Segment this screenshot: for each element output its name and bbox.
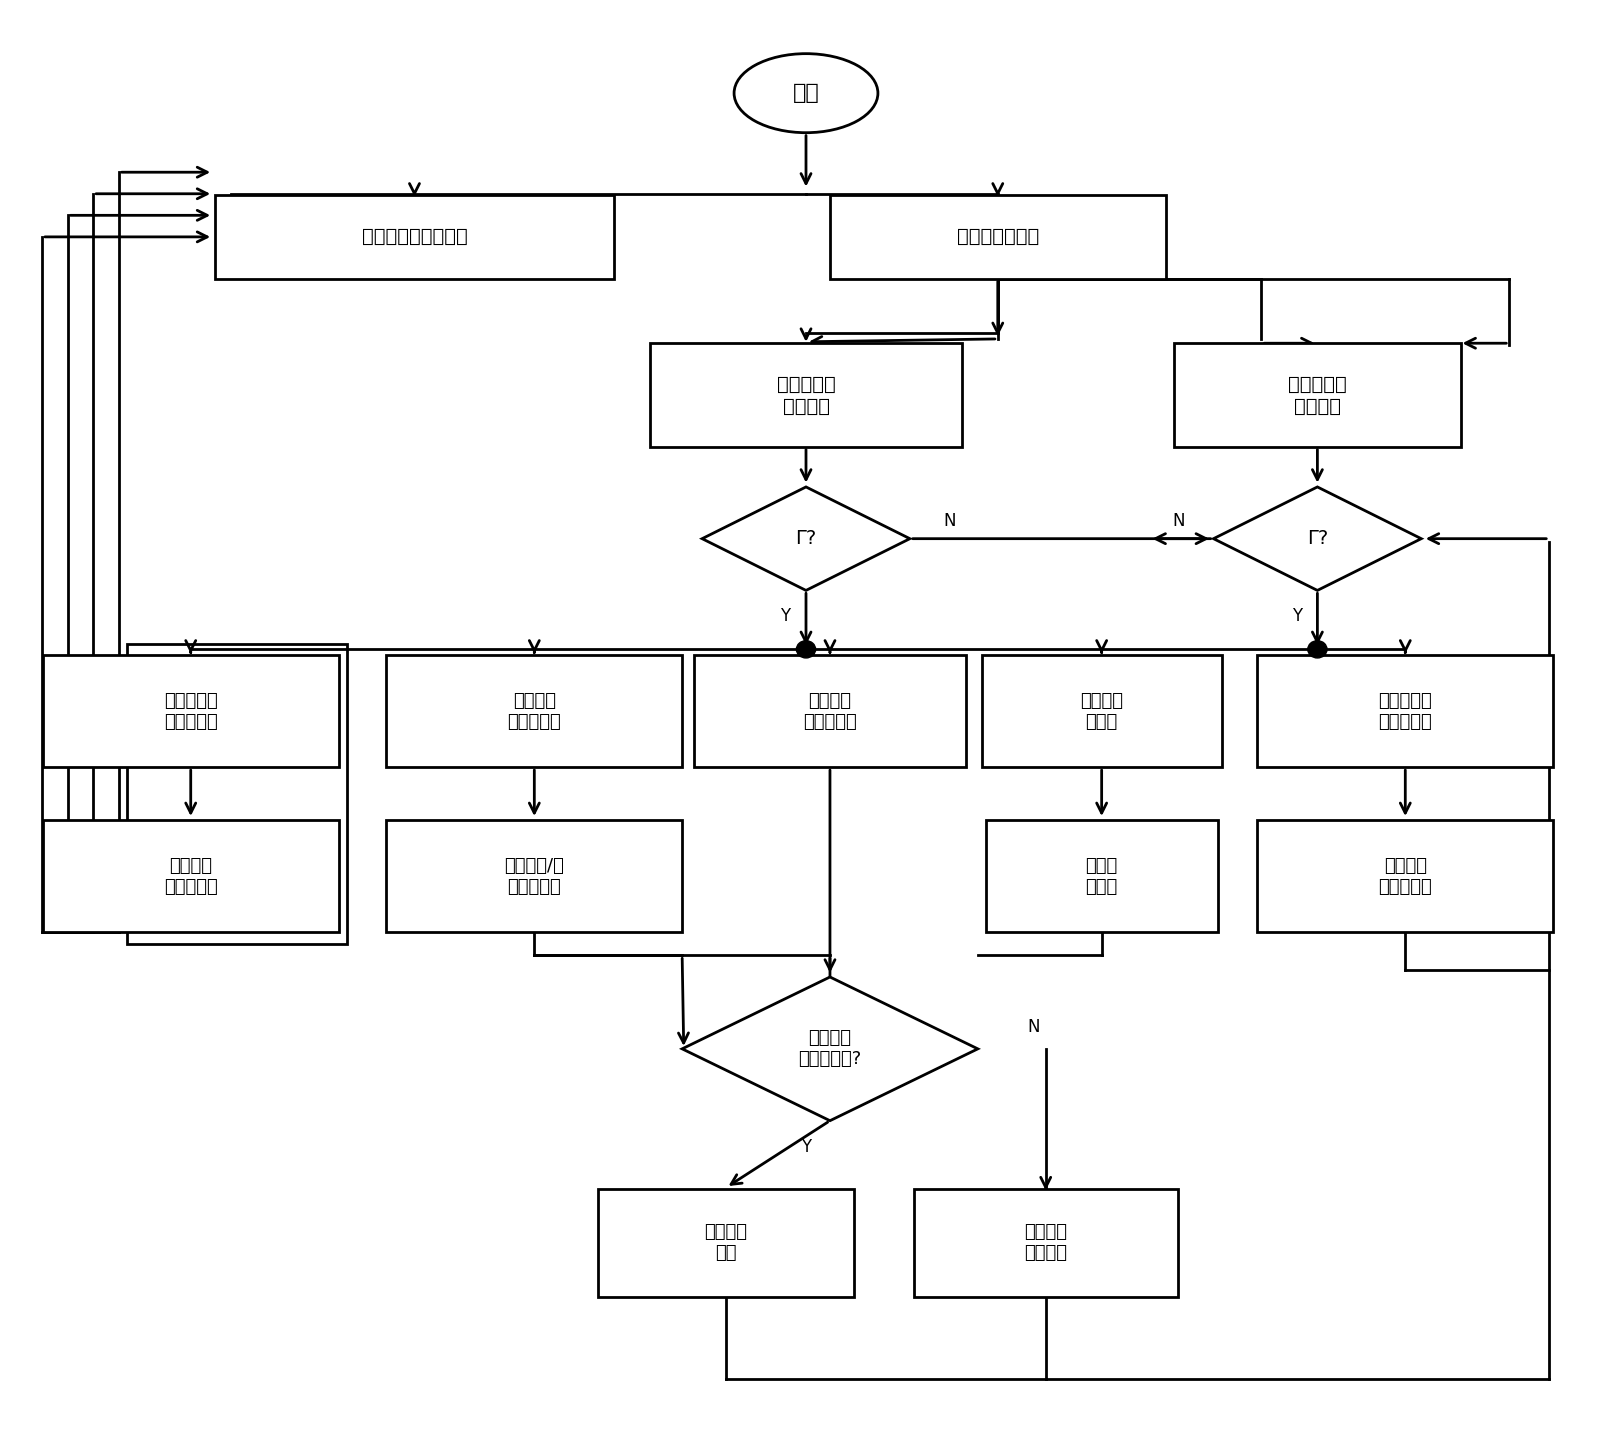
FancyBboxPatch shape [598, 1188, 854, 1297]
Text: Y: Y [780, 608, 790, 625]
Text: 启动行同步
信号发生器: 启动行同步 信号发生器 [1378, 692, 1431, 730]
FancyBboxPatch shape [650, 344, 962, 447]
Polygon shape [682, 977, 978, 1120]
FancyBboxPatch shape [214, 196, 614, 279]
Ellipse shape [733, 54, 879, 132]
FancyBboxPatch shape [44, 820, 339, 933]
Polygon shape [703, 488, 909, 591]
FancyBboxPatch shape [982, 654, 1222, 768]
FancyBboxPatch shape [987, 820, 1217, 933]
Text: 休眠状态
计时器归零?: 休眠状态 计时器归零? [798, 1029, 861, 1068]
FancyBboxPatch shape [1257, 654, 1552, 768]
Text: 产生同相/反
相有效信号: 产生同相/反 相有效信号 [505, 858, 564, 895]
Text: N: N [1027, 1019, 1040, 1036]
Text: 读入行同步
信号输入: 读入行同步 信号输入 [1288, 374, 1346, 415]
FancyBboxPatch shape [914, 1188, 1177, 1297]
Text: 产生休眠
信号: 产生休眠 信号 [704, 1223, 748, 1262]
Text: Y: Y [1291, 608, 1301, 625]
Text: 产生休眠
失效信号: 产生休眠 失效信号 [1024, 1223, 1067, 1262]
FancyBboxPatch shape [695, 654, 966, 768]
Text: 休眠状态计数器归零: 休眠状态计数器归零 [361, 228, 467, 247]
FancyBboxPatch shape [387, 654, 682, 768]
Text: N: N [943, 512, 956, 531]
FancyBboxPatch shape [387, 820, 682, 933]
Text: 读入场同步
信号输入: 读入场同步 信号输入 [777, 374, 835, 415]
Text: 启动时钟
发生器: 启动时钟 发生器 [1080, 692, 1124, 730]
FancyBboxPatch shape [1174, 344, 1460, 447]
FancyBboxPatch shape [44, 654, 339, 768]
Text: 开始: 开始 [793, 83, 819, 103]
Text: 产生时
钟信号: 产生时 钟信号 [1085, 858, 1117, 895]
Text: 休眠状态
计数器赋值: 休眠状态 计数器赋值 [803, 692, 858, 730]
Text: 启动场同步
信号发生器: 启动场同步 信号发生器 [164, 692, 218, 730]
Text: Y: Y [801, 1138, 811, 1155]
Text: 产生一次
行同步脉冲: 产生一次 行同步脉冲 [1378, 858, 1431, 895]
Text: Γ?: Γ? [795, 530, 817, 548]
FancyBboxPatch shape [830, 196, 1165, 279]
Polygon shape [1214, 488, 1422, 591]
Text: 启动运放
状态控制器: 启动运放 状态控制器 [508, 692, 561, 730]
Text: N: N [1172, 512, 1185, 531]
FancyBboxPatch shape [1257, 820, 1552, 933]
Text: Γ?: Γ? [1307, 530, 1328, 548]
Circle shape [796, 641, 816, 657]
Text: 启动状态机电路: 启动状态机电路 [956, 228, 1038, 247]
Text: 产生一次
场同步脉冲: 产生一次 场同步脉冲 [164, 858, 218, 895]
Circle shape [1307, 641, 1327, 657]
